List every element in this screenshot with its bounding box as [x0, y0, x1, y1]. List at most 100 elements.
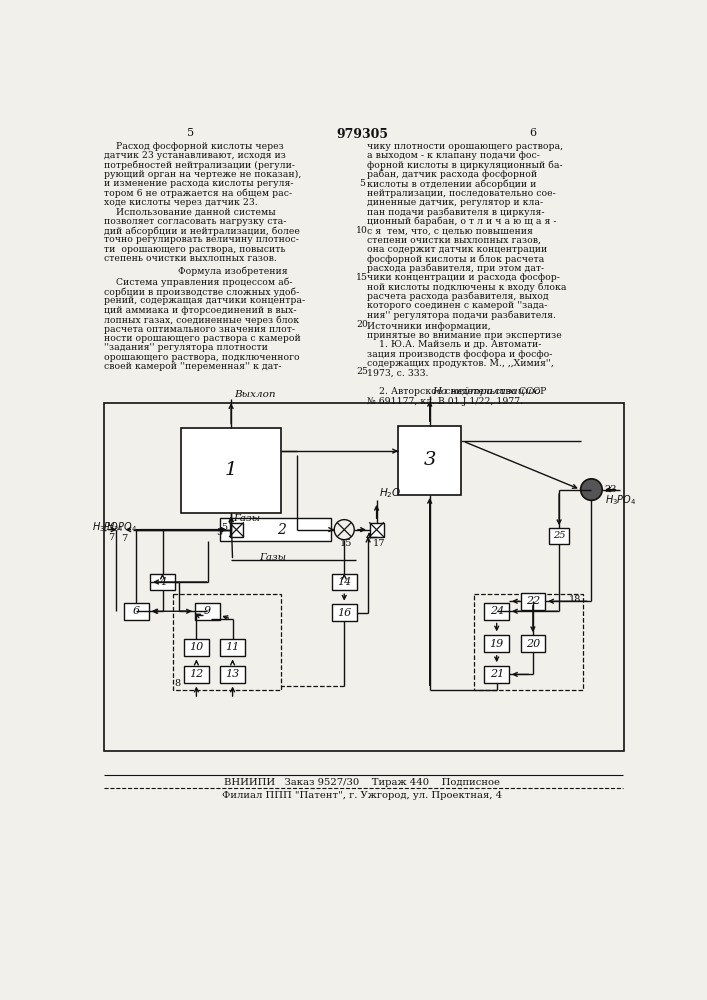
- Text: Выхлоп: Выхлоп: [234, 390, 276, 399]
- Text: 4: 4: [159, 577, 166, 587]
- Text: Расход фосфорной кислоты через: Расход фосфорной кислоты через: [104, 142, 284, 151]
- Text: 5: 5: [221, 523, 227, 532]
- Text: 2: 2: [277, 523, 286, 537]
- Bar: [332, 574, 356, 590]
- Bar: [398, 426, 461, 495]
- Text: дий абсорбции и нейтрализации, более: дий абсорбции и нейтрализации, более: [104, 226, 300, 236]
- Text: 10: 10: [356, 226, 368, 235]
- Bar: [520, 635, 545, 652]
- Text: 16: 16: [337, 608, 351, 618]
- Text: Газы: Газы: [259, 553, 286, 562]
- Text: которого соединен с камерой ''зада-: которого соединен с камерой ''зада-: [368, 301, 548, 310]
- Text: 17: 17: [373, 539, 385, 548]
- Text: 5: 5: [216, 528, 223, 537]
- Bar: [184, 666, 209, 683]
- Bar: [184, 639, 209, 656]
- Text: принятые во внимание при экспертизе: принятые во внимание при экспертизе: [368, 331, 562, 340]
- Bar: [124, 603, 148, 620]
- Text: 3: 3: [423, 451, 436, 469]
- Text: датчик 23 устанавливают, исходя из: датчик 23 устанавливают, исходя из: [104, 151, 286, 160]
- Text: потребностей нейтрализации (регули-: потребностей нейтрализации (регули-: [104, 160, 295, 170]
- Bar: [370, 523, 383, 537]
- Text: тором 6 не отражается на общем рас-: тором 6 не отражается на общем рас-: [104, 189, 292, 198]
- Text: расчета расхода разбавителя, выход: расчета расхода разбавителя, выход: [368, 292, 549, 301]
- Text: 1: 1: [225, 461, 238, 479]
- Text: 19: 19: [489, 639, 504, 649]
- Text: орошающего раствора, подключенного: орошающего раствора, подключенного: [104, 353, 300, 362]
- Text: рующий орган на чертеже не показан),: рующий орган на чертеже не показан),: [104, 170, 301, 179]
- Bar: [332, 604, 356, 621]
- Bar: [181, 428, 281, 513]
- Text: ВНИИПИ   Заказ 9527/30    Тираж 440    Подписное: ВНИИПИ Заказ 9527/30 Тираж 440 Подписное: [224, 778, 500, 787]
- Text: 25: 25: [356, 367, 368, 376]
- Text: содержащих продуктов. М., ,,Химия'',: содержащих продуктов. М., ,,Химия'',: [368, 359, 554, 368]
- Text: своей камерой ''переменная'' к дат-: своей камерой ''переменная'' к дат-: [104, 362, 281, 371]
- Text: а выходом - к клапану подачи фос-: а выходом - к клапану подачи фос-: [368, 151, 540, 160]
- Text: точно регулировать величину плотнос-: точно регулировать величину плотнос-: [104, 235, 299, 244]
- Bar: [221, 666, 245, 683]
- Text: степень очистки выхлопных газов.: степень очистки выхлопных газов.: [104, 254, 277, 263]
- Text: ''задания'' регулятора плотности: ''задания'' регулятора плотности: [104, 343, 268, 352]
- Text: Использование данной системы: Использование данной системы: [104, 207, 276, 216]
- Text: 979305: 979305: [336, 128, 388, 141]
- Text: 7: 7: [108, 533, 114, 542]
- Text: 25: 25: [553, 531, 566, 540]
- Text: Формула изобретения: Формула изобретения: [177, 267, 288, 276]
- Text: 18: 18: [569, 595, 581, 604]
- Text: 7: 7: [121, 534, 127, 543]
- Bar: [484, 635, 509, 652]
- Text: 15: 15: [339, 539, 352, 548]
- Text: чику плотности орошающего раствора,: чику плотности орошающего раствора,: [368, 142, 563, 151]
- Text: рений, содержащая датчики концентра-: рений, содержащая датчики концентра-: [104, 296, 305, 305]
- Text: Источники информации,: Источники информации,: [368, 322, 491, 331]
- Bar: [150, 574, 175, 590]
- Bar: [549, 528, 569, 544]
- Text: 1973, с. 333.: 1973, с. 333.: [368, 369, 429, 378]
- Text: 14: 14: [337, 577, 351, 587]
- Text: 6: 6: [530, 128, 537, 138]
- Text: 15: 15: [356, 273, 368, 282]
- Text: нейтрализации, последовательно сое-: нейтрализации, последовательно сое-: [368, 189, 556, 198]
- Text: 5: 5: [187, 128, 194, 138]
- Text: ций аммиака и фторсоединений в вых-: ций аммиака и фторсоединений в вых-: [104, 306, 296, 315]
- Text: 23: 23: [604, 485, 617, 494]
- Text: 9: 9: [204, 606, 211, 616]
- Text: Газы: Газы: [233, 514, 260, 523]
- Text: расхода разбавителя, при этом дат-: расхода разбавителя, при этом дат-: [368, 264, 544, 273]
- Text: 11: 11: [226, 642, 240, 652]
- Bar: [104, 403, 624, 751]
- Text: лопных газах, соединенные через блок: лопных газах, соединенные через блок: [104, 315, 299, 325]
- Text: 20: 20: [356, 320, 368, 329]
- Text: степени очистки выхлопных газов,: степени очистки выхлопных газов,: [368, 235, 542, 244]
- Text: диненные датчик, регулятор и кла-: диненные датчик, регулятор и кла-: [368, 198, 544, 207]
- Bar: [484, 603, 509, 620]
- Text: ти  орошающего раствора, повысить: ти орошающего раствора, повысить: [104, 245, 286, 254]
- Circle shape: [580, 479, 602, 500]
- Text: № 691177, кл. В 01 J 1/22, 1977.: № 691177, кл. В 01 J 1/22, 1977.: [368, 397, 523, 406]
- Text: пан подачи разбавителя в циркуля-: пан подачи разбавителя в циркуля-: [368, 207, 545, 217]
- Bar: [474, 594, 583, 690]
- Text: кислоты в отделении абсорбции и: кислоты в отделении абсорбции и: [368, 179, 537, 189]
- Text: позволяет согласовать нагрузку ста-: позволяет согласовать нагрузку ста-: [104, 217, 286, 226]
- Text: $H_3PO_4$: $H_3PO_4$: [105, 520, 137, 534]
- Bar: [230, 523, 243, 537]
- Text: расчета оптимального значения плот-: расчета оптимального значения плот-: [104, 325, 295, 334]
- Text: ния'' регулятора подачи разбавителя.: ния'' регулятора подачи разбавителя.: [368, 311, 556, 320]
- Text: чики концентрации и расхода фосфор-: чики концентрации и расхода фосфор-: [368, 273, 560, 282]
- Text: 21: 21: [489, 669, 504, 679]
- Text: $H_2O$: $H_2O$: [379, 487, 402, 500]
- Bar: [221, 639, 245, 656]
- Bar: [195, 603, 219, 620]
- Text: 10: 10: [189, 642, 204, 652]
- Text: сорбции в производстве сложных удоб-: сорбции в производстве сложных удоб-: [104, 287, 299, 297]
- Bar: [219, 518, 331, 541]
- Text: ционный барабан, о т л и ч а ю щ а я -: ционный барабан, о т л и ч а ю щ а я -: [368, 217, 557, 226]
- Text: с я  тем, что, с целью повышения: с я тем, что, с целью повышения: [368, 226, 533, 235]
- Text: форной кислоты в циркуляционный ба-: форной кислоты в циркуляционный ба-: [368, 160, 563, 170]
- Text: зация производств фосфора и фосфо-: зация производств фосфора и фосфо-: [368, 350, 553, 359]
- Text: На нейтрализацию: На нейтрализацию: [432, 387, 541, 396]
- Text: 1. Ю.А. Майзель и др. Автомати-: 1. Ю.А. Майзель и др. Автомати-: [368, 340, 542, 349]
- Text: 22: 22: [526, 596, 540, 606]
- Text: 2. Авторское свидетельство СССР: 2. Авторское свидетельство СССР: [368, 387, 547, 396]
- Text: рабан, датчик расхода фосфорной: рабан, датчик расхода фосфорной: [368, 170, 537, 179]
